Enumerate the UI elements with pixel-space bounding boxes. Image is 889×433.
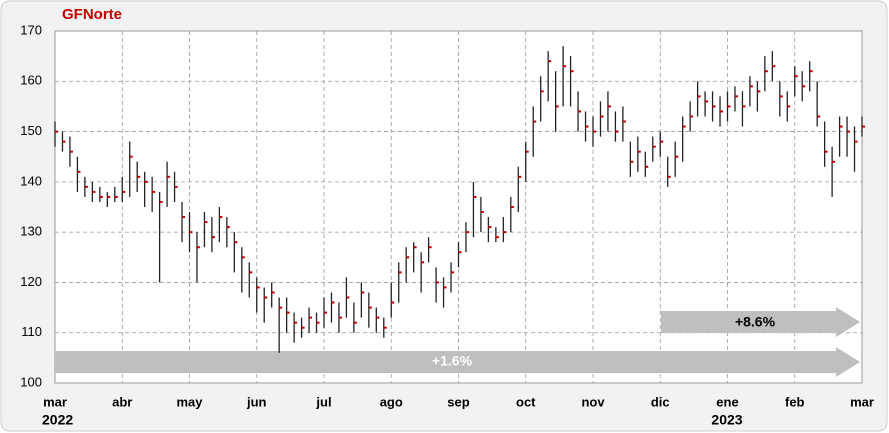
annotation: +1.6% bbox=[432, 353, 473, 369]
x-tick-label: feb bbox=[785, 394, 805, 409]
x-tick-label: mar bbox=[43, 394, 67, 409]
year-label: 2023 bbox=[711, 412, 742, 428]
arrow-since-dic bbox=[661, 307, 860, 337]
x-tick-label: sep bbox=[447, 394, 469, 409]
x-tick-label: abr bbox=[112, 394, 132, 409]
y-tick-label: 160 bbox=[20, 73, 42, 88]
x-tick-label: oct bbox=[516, 394, 536, 409]
y-tick-label: 110 bbox=[21, 324, 42, 339]
x-tick-label: ago bbox=[380, 394, 403, 409]
x-tick-label: may bbox=[176, 394, 203, 409]
x-tick-label: jun bbox=[246, 394, 267, 409]
y-tick-label: 150 bbox=[20, 123, 42, 138]
chart-title: GFNorte bbox=[62, 6, 122, 23]
x-tick-label: jul bbox=[315, 394, 331, 409]
y-tick-label: 140 bbox=[20, 173, 42, 188]
y-tick-label: 100 bbox=[20, 374, 42, 389]
x-tick-label: nov bbox=[581, 394, 605, 409]
x-tick-label: dic bbox=[651, 394, 670, 409]
y-tick-label: 170 bbox=[20, 22, 42, 37]
year-label: 2022 bbox=[42, 412, 73, 428]
arrow-full-period bbox=[55, 347, 860, 377]
annotation: +8.6% bbox=[735, 314, 776, 330]
x-tick-label: mar bbox=[850, 394, 874, 409]
arrows bbox=[55, 307, 860, 377]
x-tick-label: ene bbox=[716, 394, 738, 409]
y-tick-label: 130 bbox=[20, 224, 42, 239]
y-tick-label: 120 bbox=[20, 274, 42, 289]
